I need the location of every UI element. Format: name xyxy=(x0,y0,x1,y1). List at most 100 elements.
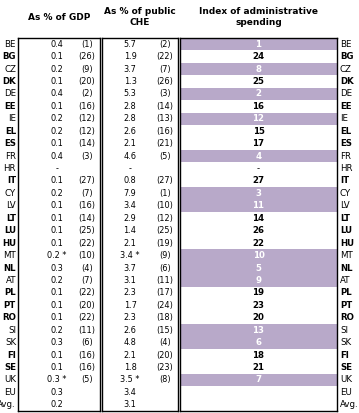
Text: (15): (15) xyxy=(157,326,173,335)
Text: BG: BG xyxy=(340,52,354,61)
Text: (11): (11) xyxy=(157,276,173,285)
Text: (18): (18) xyxy=(157,313,173,322)
Text: (12): (12) xyxy=(79,114,95,123)
Text: 0.3: 0.3 xyxy=(51,338,64,347)
Text: CY: CY xyxy=(5,189,16,198)
Text: (24): (24) xyxy=(157,301,173,310)
Text: 0.3: 0.3 xyxy=(51,263,64,273)
Bar xyxy=(180,63,337,75)
Text: 2.3: 2.3 xyxy=(123,313,136,322)
Text: 25: 25 xyxy=(253,77,265,86)
Text: ES: ES xyxy=(4,139,16,148)
Bar xyxy=(180,187,337,199)
Text: CZ: CZ xyxy=(340,64,352,74)
Text: 0.2: 0.2 xyxy=(51,64,64,74)
Text: (27): (27) xyxy=(157,176,173,185)
Bar xyxy=(180,337,337,349)
Text: 0.4: 0.4 xyxy=(51,90,64,98)
Text: RO: RO xyxy=(340,313,354,322)
Bar xyxy=(180,150,337,162)
Text: 0.1: 0.1 xyxy=(51,351,64,360)
Text: (6): (6) xyxy=(81,338,93,347)
Text: 0.1: 0.1 xyxy=(51,313,64,322)
Text: (3): (3) xyxy=(81,152,93,161)
Bar xyxy=(180,113,337,125)
Text: (22): (22) xyxy=(79,313,95,322)
Text: 2.1: 2.1 xyxy=(123,139,136,148)
Text: (16): (16) xyxy=(79,351,95,360)
Text: BG: BG xyxy=(3,52,16,61)
Text: 0.1: 0.1 xyxy=(51,239,64,248)
Text: (13): (13) xyxy=(157,114,173,123)
Text: 0.1: 0.1 xyxy=(51,176,64,185)
Text: 12: 12 xyxy=(252,114,265,123)
Text: 7.9: 7.9 xyxy=(123,189,136,198)
Text: 3.1: 3.1 xyxy=(123,400,136,409)
Text: (16): (16) xyxy=(157,127,173,136)
Text: 4.6: 4.6 xyxy=(123,152,136,161)
Text: (9): (9) xyxy=(81,64,93,74)
Text: 11: 11 xyxy=(252,202,265,210)
Text: (10): (10) xyxy=(79,251,95,260)
Text: 20: 20 xyxy=(253,313,265,322)
Text: 3: 3 xyxy=(256,189,261,198)
Text: (17): (17) xyxy=(157,288,173,297)
Text: (14): (14) xyxy=(79,139,95,148)
Text: (21): (21) xyxy=(157,139,173,148)
Text: 0.2: 0.2 xyxy=(51,400,64,409)
Text: (26): (26) xyxy=(157,77,173,86)
Text: 0.1: 0.1 xyxy=(51,52,64,61)
Text: UK: UK xyxy=(4,375,16,385)
Text: (7): (7) xyxy=(159,64,171,74)
Text: SK: SK xyxy=(340,338,351,347)
Text: 9: 9 xyxy=(256,276,261,285)
Text: 0.2: 0.2 xyxy=(51,276,64,285)
Bar xyxy=(180,324,337,337)
Text: NL: NL xyxy=(340,263,353,273)
Text: 3.1: 3.1 xyxy=(123,276,136,285)
Text: BE: BE xyxy=(5,40,16,49)
Text: (9): (9) xyxy=(159,251,171,260)
Text: 0.1: 0.1 xyxy=(51,301,64,310)
Text: 13: 13 xyxy=(252,326,265,335)
Text: AT: AT xyxy=(340,276,350,285)
Text: (22): (22) xyxy=(157,52,173,61)
Text: -: - xyxy=(257,164,260,173)
Text: 0.1: 0.1 xyxy=(51,288,64,297)
Text: 4: 4 xyxy=(256,152,262,161)
Text: 0.2: 0.2 xyxy=(51,127,64,136)
Text: CZ: CZ xyxy=(4,64,16,74)
Text: (3): (3) xyxy=(159,90,171,98)
Text: DE: DE xyxy=(340,90,352,98)
Text: 0.1: 0.1 xyxy=(51,363,64,372)
Text: 3.7: 3.7 xyxy=(123,64,136,74)
Text: 0.3 *: 0.3 * xyxy=(47,375,67,385)
Text: (16): (16) xyxy=(79,202,95,210)
Text: As % of GDP: As % of GDP xyxy=(28,14,90,22)
Text: 10: 10 xyxy=(253,251,265,260)
Text: 3.5 *: 3.5 * xyxy=(120,375,140,385)
Text: 23: 23 xyxy=(252,301,265,310)
Text: FR: FR xyxy=(340,152,351,161)
Text: (25): (25) xyxy=(79,226,95,235)
Text: 2: 2 xyxy=(256,90,261,98)
Text: SE: SE xyxy=(340,363,352,372)
Text: EL: EL xyxy=(5,127,16,136)
Text: 5: 5 xyxy=(256,263,261,273)
Text: PL: PL xyxy=(4,288,16,297)
Text: DE: DE xyxy=(4,90,16,98)
Text: 7: 7 xyxy=(256,375,262,385)
Text: 2.3: 2.3 xyxy=(123,288,136,297)
Text: 2.9: 2.9 xyxy=(123,214,136,223)
Text: (26): (26) xyxy=(79,52,95,61)
Text: 8: 8 xyxy=(256,64,261,74)
Text: 0.2: 0.2 xyxy=(51,189,64,198)
Text: 0.1: 0.1 xyxy=(51,102,64,111)
Text: (4): (4) xyxy=(159,338,171,347)
Text: -: - xyxy=(56,164,59,173)
Bar xyxy=(180,199,337,212)
Text: (11): (11) xyxy=(79,326,95,335)
Bar xyxy=(180,262,337,274)
Text: (1): (1) xyxy=(159,189,171,198)
Text: IT: IT xyxy=(7,176,16,185)
